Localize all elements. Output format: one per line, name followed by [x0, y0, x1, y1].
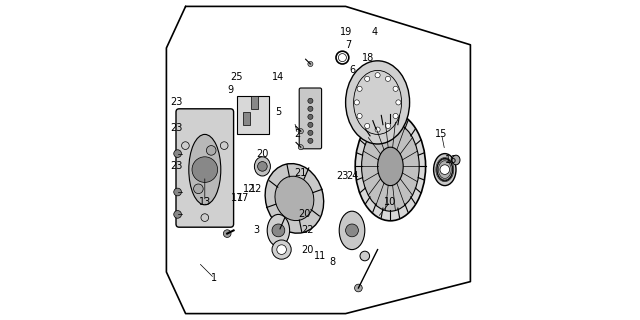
Text: 23: 23 — [170, 161, 182, 172]
Ellipse shape — [362, 122, 419, 211]
Circle shape — [174, 150, 182, 157]
Bar — [252, 96, 259, 109]
Circle shape — [385, 76, 390, 81]
Text: 20: 20 — [298, 209, 310, 220]
Text: 4: 4 — [371, 27, 378, 37]
Text: 21: 21 — [294, 168, 307, 178]
Ellipse shape — [346, 61, 410, 144]
Text: 23: 23 — [170, 123, 182, 133]
Text: 17: 17 — [230, 193, 243, 204]
Circle shape — [375, 127, 380, 132]
Circle shape — [396, 100, 401, 105]
Ellipse shape — [275, 176, 314, 220]
Circle shape — [308, 138, 313, 143]
Ellipse shape — [355, 112, 426, 221]
Circle shape — [308, 122, 313, 127]
Text: 9: 9 — [227, 84, 234, 95]
Ellipse shape — [378, 147, 403, 186]
Circle shape — [192, 157, 218, 182]
Text: 25: 25 — [230, 72, 243, 82]
Ellipse shape — [339, 211, 365, 250]
Circle shape — [440, 165, 450, 174]
Ellipse shape — [437, 158, 453, 181]
Circle shape — [257, 162, 268, 171]
Text: 22: 22 — [301, 225, 314, 236]
Circle shape — [277, 245, 287, 254]
Text: 3: 3 — [253, 225, 259, 236]
Circle shape — [182, 142, 189, 149]
Text: 18: 18 — [362, 52, 374, 63]
Text: 6: 6 — [349, 65, 355, 76]
Circle shape — [201, 214, 209, 221]
Text: 7: 7 — [346, 40, 352, 50]
Text: 15: 15 — [435, 129, 448, 140]
Text: 5: 5 — [275, 107, 282, 117]
Circle shape — [355, 100, 360, 105]
Ellipse shape — [265, 164, 324, 233]
Text: 20: 20 — [301, 244, 314, 255]
Circle shape — [357, 86, 362, 92]
Circle shape — [193, 184, 204, 194]
Circle shape — [174, 211, 182, 218]
FancyBboxPatch shape — [237, 96, 269, 134]
Circle shape — [220, 142, 228, 149]
Text: 10: 10 — [384, 196, 397, 207]
Circle shape — [298, 145, 303, 150]
Circle shape — [308, 61, 313, 67]
Text: 23: 23 — [170, 97, 182, 108]
Text: 12: 12 — [250, 184, 262, 194]
Circle shape — [393, 114, 398, 119]
Circle shape — [346, 224, 358, 237]
Circle shape — [298, 129, 303, 134]
Circle shape — [308, 130, 313, 135]
Text: 24: 24 — [346, 171, 358, 181]
Text: 8: 8 — [330, 257, 336, 268]
FancyBboxPatch shape — [300, 88, 322, 149]
Circle shape — [355, 284, 362, 292]
Circle shape — [365, 124, 370, 129]
Text: 12: 12 — [243, 184, 256, 194]
Bar — [243, 112, 250, 125]
Circle shape — [272, 224, 285, 237]
Text: 17: 17 — [237, 193, 250, 204]
Text: 19: 19 — [339, 27, 352, 37]
Text: 23: 23 — [336, 171, 349, 181]
Ellipse shape — [268, 214, 289, 246]
Circle shape — [223, 230, 231, 237]
Circle shape — [393, 86, 398, 92]
Ellipse shape — [452, 155, 460, 165]
Text: 2: 2 — [294, 129, 301, 140]
Text: 20: 20 — [256, 148, 269, 159]
Circle shape — [174, 188, 182, 196]
Circle shape — [365, 76, 370, 81]
Text: 16: 16 — [445, 155, 458, 165]
Text: 11: 11 — [314, 251, 326, 261]
Circle shape — [308, 98, 313, 103]
Ellipse shape — [272, 240, 291, 259]
Circle shape — [206, 146, 216, 155]
Circle shape — [375, 73, 380, 78]
FancyBboxPatch shape — [176, 109, 234, 227]
Text: 1: 1 — [211, 273, 218, 284]
Circle shape — [308, 106, 313, 111]
Ellipse shape — [254, 157, 270, 176]
Text: 13: 13 — [198, 196, 211, 207]
Ellipse shape — [189, 134, 221, 205]
Circle shape — [360, 251, 370, 261]
Text: 14: 14 — [272, 72, 285, 82]
Circle shape — [357, 114, 362, 119]
Ellipse shape — [434, 154, 456, 186]
Circle shape — [385, 124, 390, 129]
Circle shape — [308, 114, 313, 119]
